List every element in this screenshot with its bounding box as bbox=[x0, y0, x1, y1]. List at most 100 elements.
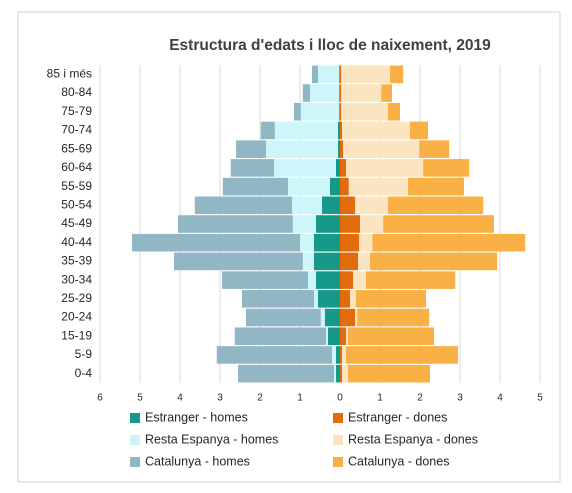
bar bbox=[230, 159, 274, 177]
y-tick-label: 60-64 bbox=[61, 160, 92, 174]
bar bbox=[314, 233, 340, 252]
bar bbox=[340, 102, 342, 121]
bar bbox=[340, 140, 344, 158]
bar bbox=[292, 215, 316, 233]
bar bbox=[340, 271, 354, 289]
bar bbox=[348, 364, 430, 383]
x-tick-label: 0 bbox=[337, 393, 343, 404]
x-tick-label: 1 bbox=[297, 393, 303, 404]
bar bbox=[388, 196, 484, 215]
bar bbox=[356, 290, 426, 308]
bar bbox=[339, 102, 340, 121]
bar bbox=[314, 252, 340, 271]
bar bbox=[260, 121, 275, 140]
y-tick-label: 0-4 bbox=[75, 366, 93, 380]
bar bbox=[312, 65, 318, 84]
bar bbox=[322, 196, 340, 215]
bar bbox=[381, 84, 392, 102]
bar bbox=[320, 308, 325, 327]
bar bbox=[410, 121, 428, 140]
legend-swatch bbox=[333, 413, 343, 423]
bar bbox=[274, 121, 338, 140]
legend-label: Resta Espanya - dones bbox=[348, 432, 478, 446]
bar bbox=[314, 290, 318, 308]
bar bbox=[340, 121, 342, 140]
legend-label: Catalunya - homes bbox=[145, 454, 250, 468]
y-tick-label: 80-84 bbox=[61, 85, 92, 99]
x-tick-label: 4 bbox=[177, 393, 183, 404]
y-tick-label: 15-19 bbox=[61, 328, 92, 342]
bar bbox=[330, 177, 340, 196]
y-tick-label: 30-34 bbox=[61, 272, 92, 286]
bar bbox=[340, 159, 346, 177]
legend-swatch bbox=[130, 413, 140, 423]
x-tick-label: 5 bbox=[537, 393, 543, 404]
y-tick-label: 75-79 bbox=[61, 104, 92, 118]
bar bbox=[324, 308, 340, 327]
bar bbox=[353, 271, 366, 289]
bar bbox=[355, 308, 358, 327]
bar bbox=[294, 102, 301, 121]
bar bbox=[242, 290, 314, 308]
x-tick-label: 2 bbox=[417, 393, 423, 404]
bar bbox=[388, 102, 400, 121]
x-tick-label: 4 bbox=[497, 393, 503, 404]
y-tick-label: 25-29 bbox=[61, 291, 92, 305]
y-tick-label: 85 i més bbox=[47, 67, 92, 81]
bar bbox=[408, 177, 464, 196]
legend-swatch bbox=[130, 457, 140, 467]
bar bbox=[340, 364, 342, 383]
bar bbox=[328, 327, 340, 346]
bar bbox=[288, 177, 330, 196]
y-tick-label: 55-59 bbox=[61, 179, 92, 193]
legend-label: Estranger - dones bbox=[348, 410, 447, 424]
legend-label: Catalunya - dones bbox=[348, 454, 449, 468]
legend-label: Estranger - homes bbox=[145, 410, 248, 424]
bar bbox=[246, 308, 321, 327]
bar bbox=[348, 327, 434, 346]
bar bbox=[238, 364, 334, 383]
y-tick-label: 70-74 bbox=[61, 123, 92, 137]
bar bbox=[340, 327, 346, 346]
x-tick-label: 6 bbox=[97, 393, 103, 404]
bar bbox=[336, 364, 340, 383]
legend-label: Resta Espanya - homes bbox=[145, 432, 278, 446]
bar bbox=[340, 215, 360, 233]
bar bbox=[222, 177, 288, 196]
bar bbox=[423, 159, 470, 177]
bar bbox=[348, 177, 408, 196]
bar bbox=[338, 140, 340, 158]
bar bbox=[342, 121, 410, 140]
x-tick-label: 3 bbox=[217, 393, 223, 404]
legend-swatch bbox=[333, 435, 343, 445]
x-tick-label: 1 bbox=[377, 393, 383, 404]
bar bbox=[346, 346, 458, 364]
bar bbox=[341, 65, 390, 84]
bar bbox=[360, 215, 384, 233]
bar bbox=[340, 84, 342, 102]
bar bbox=[342, 364, 348, 383]
bar bbox=[302, 252, 314, 271]
bar bbox=[358, 252, 370, 271]
bar bbox=[340, 233, 360, 252]
bar bbox=[340, 290, 350, 308]
bar bbox=[266, 140, 338, 158]
bar bbox=[390, 65, 404, 84]
bar bbox=[350, 290, 356, 308]
bar bbox=[178, 215, 293, 233]
bar bbox=[300, 102, 340, 121]
bar bbox=[340, 252, 358, 271]
bar bbox=[340, 346, 342, 364]
bar bbox=[383, 215, 494, 233]
bar bbox=[372, 233, 526, 252]
bar bbox=[234, 327, 326, 346]
x-tick-label: 3 bbox=[457, 393, 463, 404]
bar bbox=[340, 308, 356, 327]
legend-swatch bbox=[130, 435, 140, 445]
bar bbox=[222, 271, 308, 289]
x-tick-label: 5 bbox=[137, 393, 143, 404]
y-tick-label: 40-44 bbox=[61, 235, 92, 249]
bar bbox=[336, 346, 340, 364]
bar bbox=[332, 346, 336, 364]
y-tick-label: 65-69 bbox=[61, 141, 92, 155]
